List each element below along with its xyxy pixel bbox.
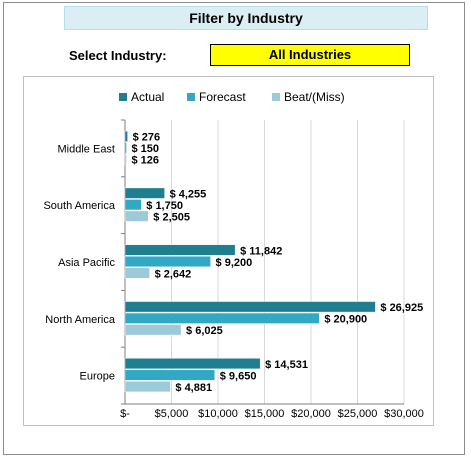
- x-tick-label: $30,000: [384, 408, 424, 420]
- bar-1: [124, 312, 320, 324]
- data-label: $ 126: [132, 155, 160, 167]
- legend-label-1: Forecast: [199, 90, 246, 104]
- data-label: $ 9,200: [216, 257, 253, 269]
- chart-area: Actual Forecast Beat/(Miss) $- $5,000 $10,000…: [23, 76, 434, 426]
- y-category-label: Middle East: [58, 143, 115, 155]
- bar-1: [124, 256, 211, 267]
- x-tick-label: $5,000: [155, 408, 189, 420]
- bar-0: [124, 244, 236, 256]
- data-label: $ 26,925: [380, 302, 423, 314]
- data-label: $ 20,900: [324, 314, 367, 326]
- bar-2: [124, 381, 171, 393]
- dashboard-frame: Filter by Industry Select Industry: All …: [3, 2, 465, 455]
- data-label: $ 1,750: [146, 200, 183, 212]
- bar-2: [124, 267, 150, 279]
- bar-1: [124, 369, 215, 381]
- legend-label-0: Actual: [131, 90, 164, 104]
- data-label: $ 4,255: [170, 188, 207, 200]
- x-tick-label: $25,000: [338, 408, 378, 420]
- bar-chart: Actual Forecast Beat/(Miss) $- $5,000 $10,000…: [43, 90, 424, 420]
- bar-1: [124, 199, 142, 211]
- data-label: $ 9,650: [220, 370, 257, 382]
- y-category-label: Europe: [80, 371, 115, 383]
- data-label: $ 2,642: [155, 268, 192, 280]
- data-label: $ 2,505: [153, 211, 190, 223]
- bar-0: [124, 187, 165, 199]
- data-label: $ 6,025: [186, 325, 223, 337]
- bar-2: [124, 324, 182, 336]
- legend-swatch-2: [272, 93, 280, 101]
- data-label: $ 14,531: [265, 359, 308, 371]
- legend-swatch-1: [187, 93, 195, 101]
- data-label: $ 11,842: [240, 245, 282, 257]
- data-label: $ 4,881: [175, 382, 212, 394]
- bar-1: [124, 142, 127, 154]
- bar-0: [124, 358, 261, 370]
- x-tick-label: $15,000: [245, 408, 285, 420]
- bar-0: [124, 130, 128, 142]
- data-label: $ 276: [133, 132, 161, 144]
- page-title: Filter by Industry: [64, 6, 428, 30]
- y-category-label: Asia Pacific: [58, 257, 115, 269]
- x-tick-label: $10,000: [198, 408, 238, 420]
- data-label: $ 150: [132, 143, 160, 155]
- y-category-label: South America: [43, 200, 115, 212]
- industry-select[interactable]: All Industries: [210, 44, 410, 66]
- bar-0: [124, 301, 376, 313]
- bar-2: [124, 153, 127, 165]
- legend-swatch-0: [119, 93, 127, 101]
- industry-select-label: Select Industry:: [69, 48, 167, 63]
- y-category-label: North America: [45, 314, 116, 326]
- x-tick-label: $20,000: [291, 408, 331, 420]
- legend-label-2: Beat/(Miss): [284, 90, 345, 104]
- bar-2: [124, 210, 149, 222]
- x-tick-label: $-: [120, 408, 130, 420]
